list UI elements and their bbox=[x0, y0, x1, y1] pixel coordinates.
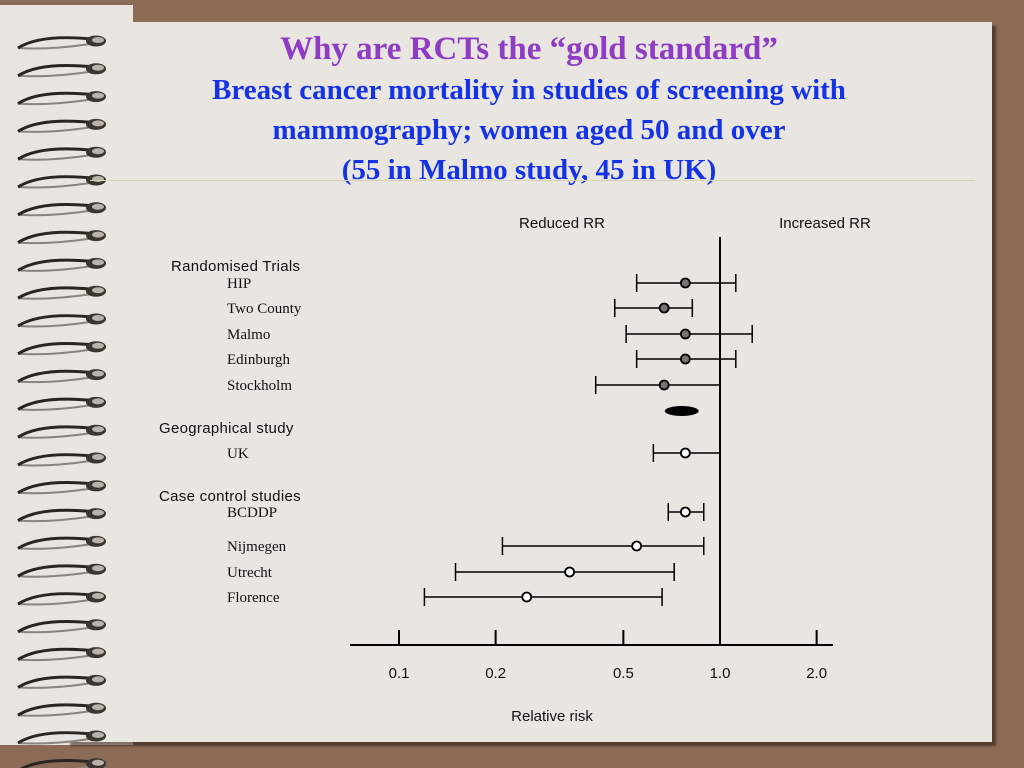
point-estimate-filled bbox=[658, 379, 670, 391]
group-label: Case control studies bbox=[159, 488, 301, 505]
binding-ring bbox=[17, 285, 106, 300]
binding-ring bbox=[17, 730, 106, 745]
pooled-estimate bbox=[664, 406, 699, 416]
direction-label-increased: Increased RR bbox=[779, 215, 871, 232]
binding-ring bbox=[17, 452, 106, 467]
point-estimate-open bbox=[564, 566, 576, 578]
binding-ring bbox=[17, 563, 106, 578]
study-label: Malmo bbox=[227, 327, 270, 343]
study-label: HIP bbox=[227, 276, 251, 292]
study-label: BCDDP bbox=[227, 505, 277, 521]
study-label: Stockholm bbox=[227, 378, 292, 394]
binding-ring bbox=[17, 35, 106, 50]
binding-ring bbox=[17, 369, 106, 384]
binding-ring bbox=[17, 257, 106, 272]
point-estimate-filled bbox=[679, 328, 691, 340]
binding-ring bbox=[17, 313, 106, 328]
point-estimate-open bbox=[679, 506, 691, 518]
study-label: Utrecht bbox=[227, 565, 273, 581]
x-tick-label: 0.2 bbox=[485, 665, 506, 682]
binding-ring bbox=[17, 647, 106, 662]
point-estimate-open bbox=[521, 591, 533, 603]
binding-ring bbox=[17, 63, 106, 78]
binding-ring bbox=[17, 424, 106, 439]
x-tick-label: 1.0 bbox=[710, 665, 731, 682]
subtitle-line-1: Breast cancer mortality in studies of sc… bbox=[212, 74, 846, 106]
study-label: Edinburgh bbox=[227, 352, 291, 368]
study-label: Nijmegen bbox=[227, 539, 287, 555]
binding-ring bbox=[17, 91, 106, 106]
binding-ring bbox=[17, 480, 106, 495]
group-label: Randomised Trials bbox=[171, 258, 300, 275]
slide-title: Why are RCTs the “gold standard” bbox=[280, 31, 778, 67]
x-tick-label: 0.5 bbox=[613, 665, 634, 682]
binding-ring bbox=[17, 674, 106, 689]
point-estimate-open bbox=[679, 447, 691, 459]
point-estimate-filled bbox=[679, 353, 691, 365]
x-axis-title: Relative risk bbox=[511, 708, 593, 725]
binding-ring bbox=[17, 702, 106, 717]
binding-ring bbox=[17, 230, 106, 245]
study-label: UK bbox=[227, 446, 249, 462]
binding-ring bbox=[17, 619, 106, 634]
subtitle-line-2: mammography; women aged 50 and over bbox=[272, 114, 786, 146]
study-label: Two County bbox=[227, 301, 302, 317]
study-label: Florence bbox=[227, 590, 280, 606]
binding-ring bbox=[17, 508, 106, 523]
binding-ring bbox=[17, 396, 106, 411]
slide-sheet bbox=[66, 22, 992, 742]
spiral-binding bbox=[17, 35, 106, 768]
binding-ring bbox=[17, 535, 106, 550]
point-estimate-filled bbox=[679, 277, 691, 289]
x-tick-label: 0.1 bbox=[389, 665, 410, 682]
x-tick-label: 2.0 bbox=[806, 665, 827, 682]
point-estimate-filled bbox=[658, 302, 670, 314]
title-divider bbox=[90, 180, 975, 181]
binding-ring bbox=[17, 591, 106, 606]
binding-ring bbox=[17, 202, 106, 217]
binding-ring bbox=[17, 341, 106, 356]
binding-ring bbox=[17, 118, 106, 133]
direction-label-reduced: Reduced RR bbox=[519, 215, 605, 232]
binding-ring bbox=[17, 146, 106, 161]
point-estimate-open bbox=[631, 540, 643, 552]
group-label: Geographical study bbox=[159, 420, 294, 437]
